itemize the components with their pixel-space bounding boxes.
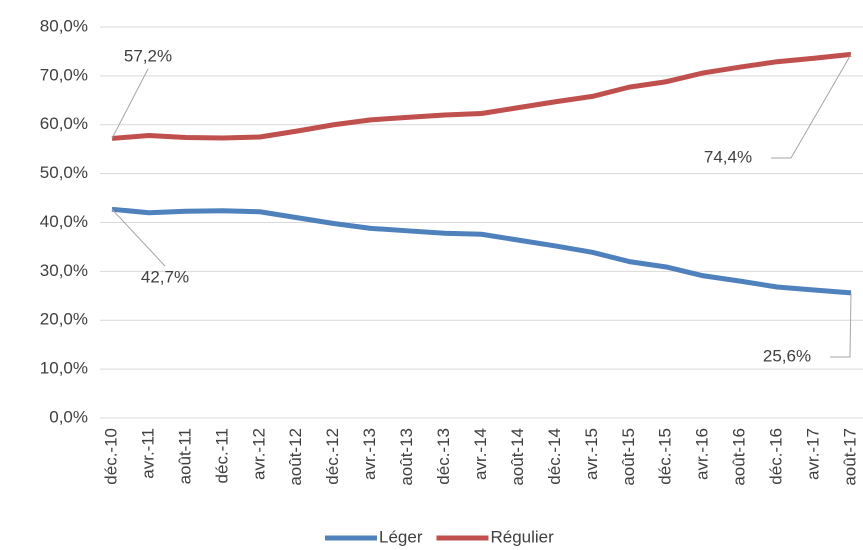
legend-label: Léger (379, 527, 423, 546)
x-tick-label: déc.-13 (434, 428, 453, 485)
x-tick-label: avr.-14 (471, 428, 490, 480)
data-label: 74,4% (704, 147, 752, 166)
leader-line (111, 68, 149, 139)
x-tick-label: déc.-11 (212, 428, 231, 483)
x-tick-label: avr.-13 (360, 428, 379, 480)
series-line (111, 51, 852, 141)
series-line (111, 206, 852, 296)
data-label: 42,7% (141, 267, 189, 286)
x-tick-label: avr.-12 (249, 428, 268, 480)
legend-label: Régulier (490, 527, 554, 546)
x-tick-label: août-11 (175, 428, 194, 484)
x-tick-label: août-14 (508, 428, 527, 486)
leader-line (111, 208, 166, 267)
y-tick-label: 80,0% (40, 16, 88, 35)
y-tick-label: 30,0% (40, 261, 88, 280)
leader-line (771, 54, 852, 159)
x-tick-label: août-13 (397, 428, 416, 486)
x-tick-label: avr.-15 (582, 428, 601, 480)
y-tick-label: 0,0% (49, 407, 88, 426)
y-tick-label: 60,0% (40, 114, 88, 133)
x-tick-label: déc.-16 (767, 428, 786, 485)
x-tick-label: août-17 (840, 428, 859, 486)
data-label: 57,2% (124, 46, 172, 65)
y-tick-label: 40,0% (40, 212, 88, 231)
x-tick-label: déc.-12 (323, 428, 342, 485)
x-tick-label: août-12 (286, 428, 305, 486)
x-tick-label: avr.-11 (138, 428, 157, 479)
x-tick-label: déc.-14 (545, 428, 564, 485)
x-tick-label: déc.-15 (656, 428, 675, 485)
y-tick-label: 10,0% (40, 359, 88, 378)
x-tick-label: août-16 (730, 428, 749, 486)
leader-line (830, 292, 852, 358)
x-tick-label: déc.-10 (101, 428, 120, 485)
x-tick-label: avr.-17 (804, 428, 823, 480)
x-tick-label: avr.-16 (693, 428, 712, 480)
y-tick-label: 70,0% (40, 65, 88, 84)
data-label: 25,6% (763, 346, 811, 365)
y-tick-label: 50,0% (40, 163, 88, 182)
y-tick-label: 20,0% (40, 310, 88, 329)
x-tick-label: août-15 (619, 428, 638, 486)
